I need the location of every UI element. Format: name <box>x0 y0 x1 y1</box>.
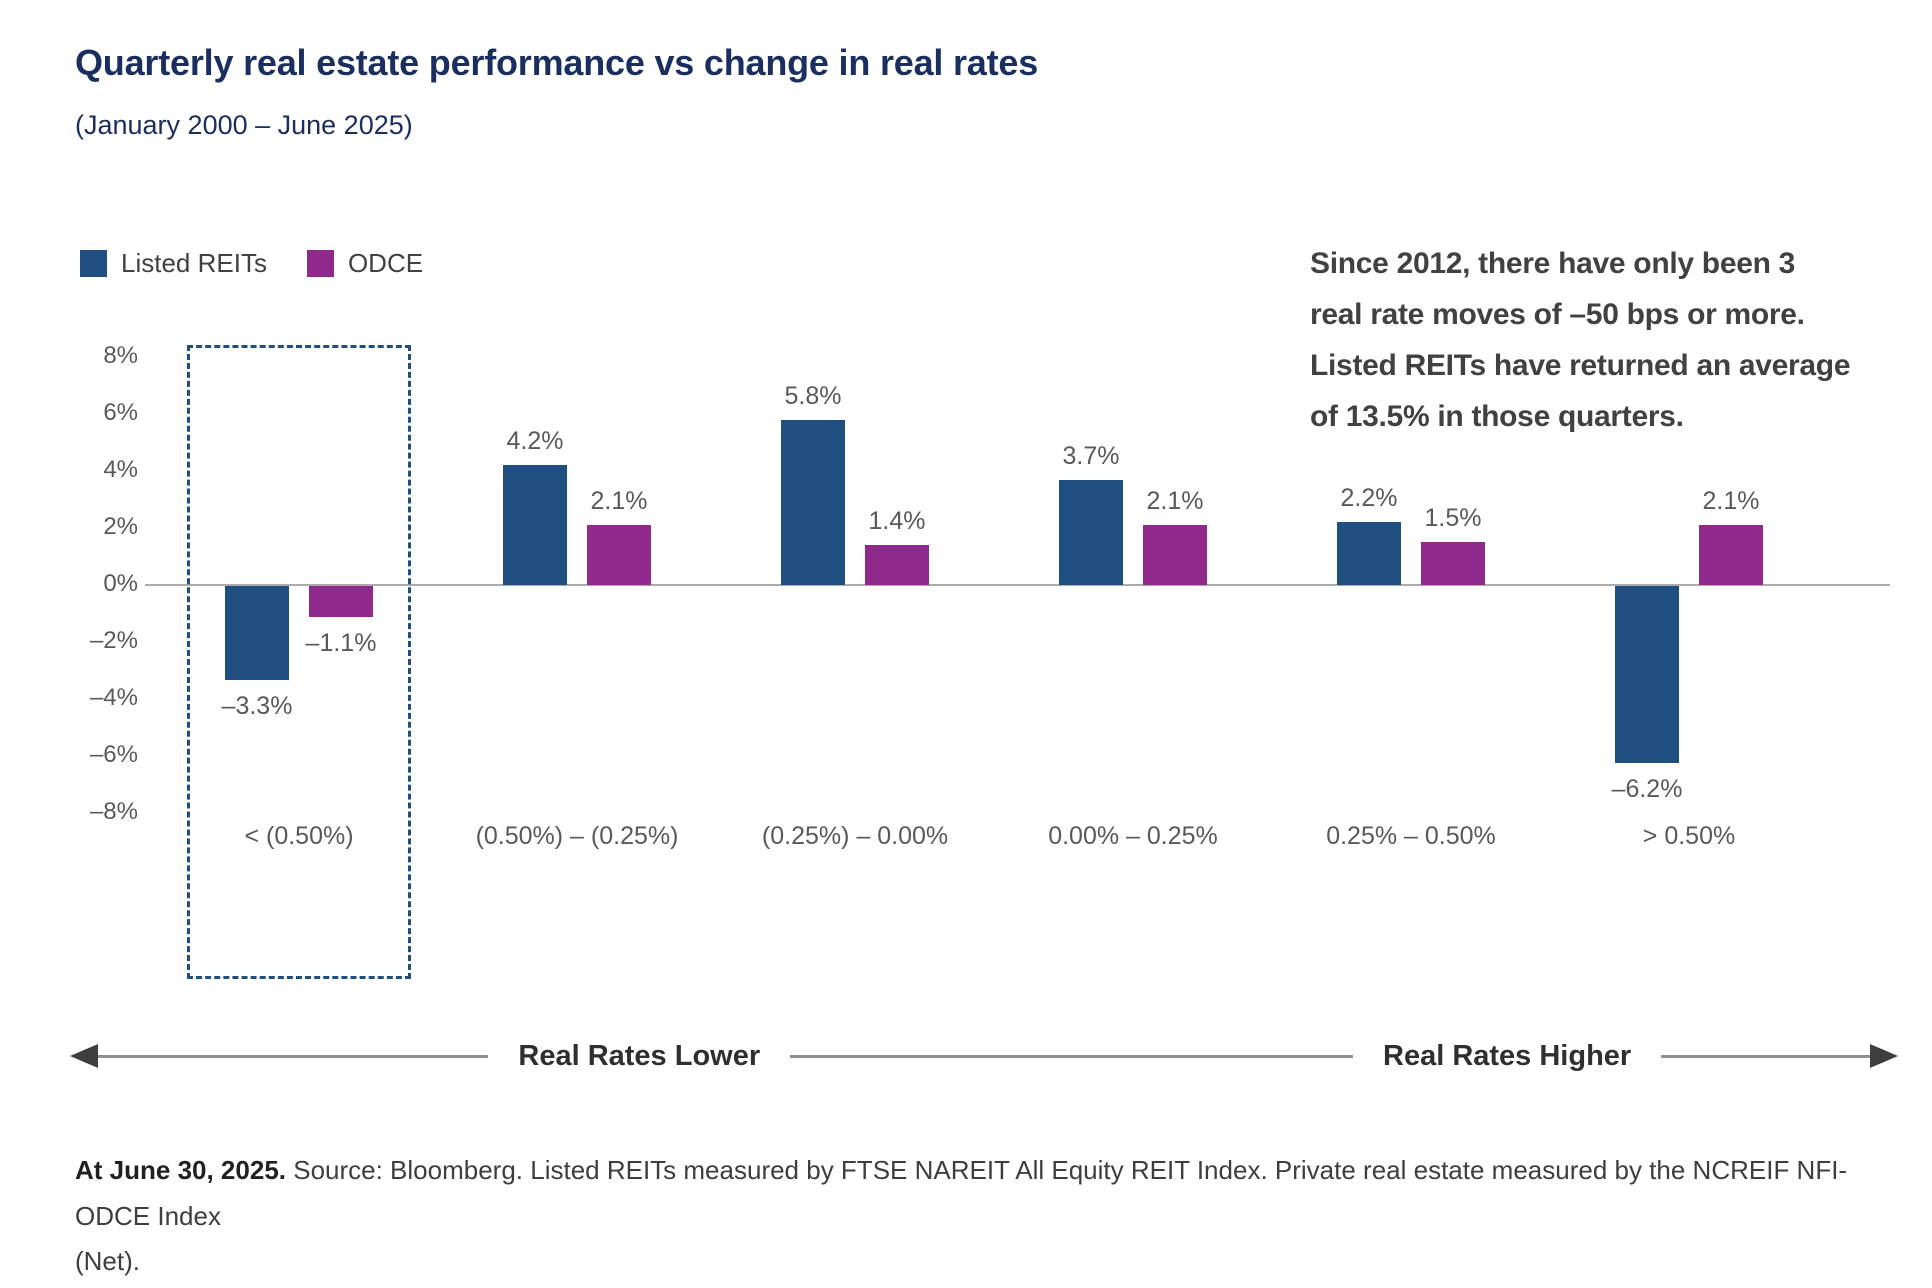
annotation-callout: Since 2012, there have only been 3 real … <box>1310 247 1851 433</box>
bar-listed-reits <box>781 419 845 585</box>
real-rates-lower-label: Real Rates Lower <box>518 1039 761 1072</box>
y-axis-tick-label: –4% <box>89 684 138 711</box>
legend-label-odce: ODCE <box>347 248 424 278</box>
y-axis-tick-label: –6% <box>89 741 138 768</box>
bar-odce <box>587 525 651 585</box>
bar-odce <box>1421 542 1485 585</box>
bar-value-label: 3.7% <box>1062 441 1120 470</box>
bar-odce <box>309 586 373 618</box>
y-axis-tick-label: 6% <box>103 399 138 426</box>
bar-value-label: 2.2% <box>1340 484 1398 513</box>
y-axis-tick-label: 0% <box>103 570 138 597</box>
bar-value-label: 5.8% <box>784 381 842 410</box>
listed-reits-swatch-icon <box>80 250 107 277</box>
axis-line-segment <box>98 1054 489 1058</box>
bar-odce <box>1699 525 1763 585</box>
legend-item-odce: ODCE <box>306 248 424 279</box>
left-arrow-icon <box>70 1044 98 1068</box>
x-axis-category-label: 0.00% – 0.25% <box>1048 822 1218 850</box>
zero-axis-line <box>145 584 1890 586</box>
footnote-source: Source: Bloomberg. Listed REITs measured… <box>75 1155 1848 1276</box>
axis-line-segment <box>1661 1054 1870 1058</box>
x-axis-category-label: (0.25%) – 0.00% <box>761 822 949 850</box>
y-axis-tick-label: 4% <box>103 456 138 483</box>
bar-listed-reits <box>225 586 289 681</box>
real-rates-axis: Real Rates Lower Real Rates Higher <box>70 1036 1898 1076</box>
x-axis-category-label: < (0.50%) <box>244 822 354 850</box>
y-axis-tick-label: 8% <box>103 342 138 369</box>
bar-value-label: –3.3% <box>221 692 293 721</box>
chart-title: Quarterly real estate performance vs cha… <box>75 42 1039 83</box>
bar-value-label: 2.1% <box>590 487 648 516</box>
legend: Listed REITs ODCE <box>80 248 423 279</box>
bar-value-label: 2.1% <box>1146 487 1204 516</box>
bar-value-label: 2.1% <box>1702 487 1760 516</box>
bar-odce <box>865 545 929 585</box>
y-axis-tick-label: –2% <box>89 627 138 654</box>
bar-value-label: 1.4% <box>868 507 926 536</box>
y-axis-tick-label: 2% <box>103 513 138 540</box>
x-axis-category-label: > 0.50% <box>1642 822 1736 850</box>
chart-subtitle: (January 2000 – June 2025) <box>75 110 413 140</box>
axis-line-segment <box>790 1054 1353 1058</box>
real-rates-higher-label: Real Rates Higher <box>1383 1039 1632 1072</box>
highlight-box <box>187 345 411 979</box>
footnote: At June 30, 2025. Source: Bloomberg. Lis… <box>75 1148 1885 1285</box>
bar-odce <box>1143 525 1207 585</box>
x-axis-category-label: (0.50%) – (0.25%) <box>475 822 679 850</box>
bar-listed-reits <box>1337 522 1401 585</box>
bar-listed-reits <box>1615 586 1679 763</box>
right-arrow-icon <box>1870 1044 1898 1068</box>
bar-value-label: –6.2% <box>1611 774 1683 803</box>
bar-listed-reits <box>503 465 567 585</box>
odce-swatch-icon <box>306 250 334 277</box>
y-axis-tick-label: –8% <box>89 798 138 825</box>
legend-item-listed-reits: Listed REITs <box>80 248 267 279</box>
bar-value-label: –1.1% <box>305 629 377 658</box>
footnote-date: At June 30, 2025. <box>75 1155 286 1185</box>
x-axis-category-label: 0.25% – 0.50% <box>1326 822 1496 850</box>
bar-value-label: 1.5% <box>1424 504 1482 533</box>
legend-label-listed-reits: Listed REITs <box>121 248 267 278</box>
bar-value-label: 4.2% <box>506 427 564 456</box>
bar-listed-reits <box>1059 479 1123 585</box>
